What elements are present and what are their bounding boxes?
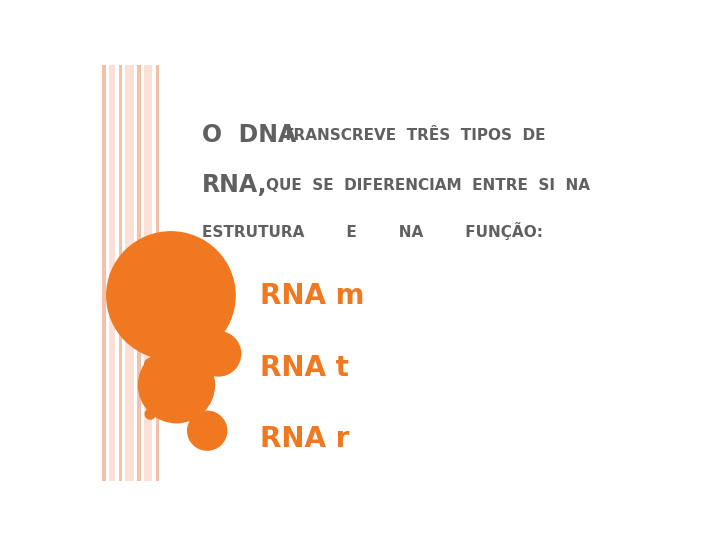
Bar [138,65,141,481]
Text: RNA r: RNA r [260,425,350,453]
Text: TRANSCREVE  TRÊS  TIPOS  DE: TRANSCREVE TRÊS TIPOS DE [282,128,545,143]
Bar [143,65,153,481]
Text: QUE  SE  DIFERENCIAM  ENTRE  SI  NA: QUE SE DIFERENCIAM ENTRE SI NA [266,178,590,193]
Ellipse shape [138,347,215,423]
Text: RNA,: RNA, [202,173,267,198]
Bar [109,65,114,481]
Bar [156,65,159,481]
Ellipse shape [145,409,156,419]
Text: ESTRUTURA        E        NA        FUNÇÃO:: ESTRUTURA E NA FUNÇÃO: [202,222,543,240]
Ellipse shape [188,411,227,450]
Bar [119,65,122,481]
Bar [125,65,134,481]
Ellipse shape [107,232,235,359]
Text: RNA m: RNA m [260,281,365,309]
Ellipse shape [196,332,240,376]
Ellipse shape [145,359,156,370]
Text: RNA t: RNA t [260,354,349,382]
Text: O  DNA: O DNA [202,124,296,147]
Bar [102,65,106,481]
